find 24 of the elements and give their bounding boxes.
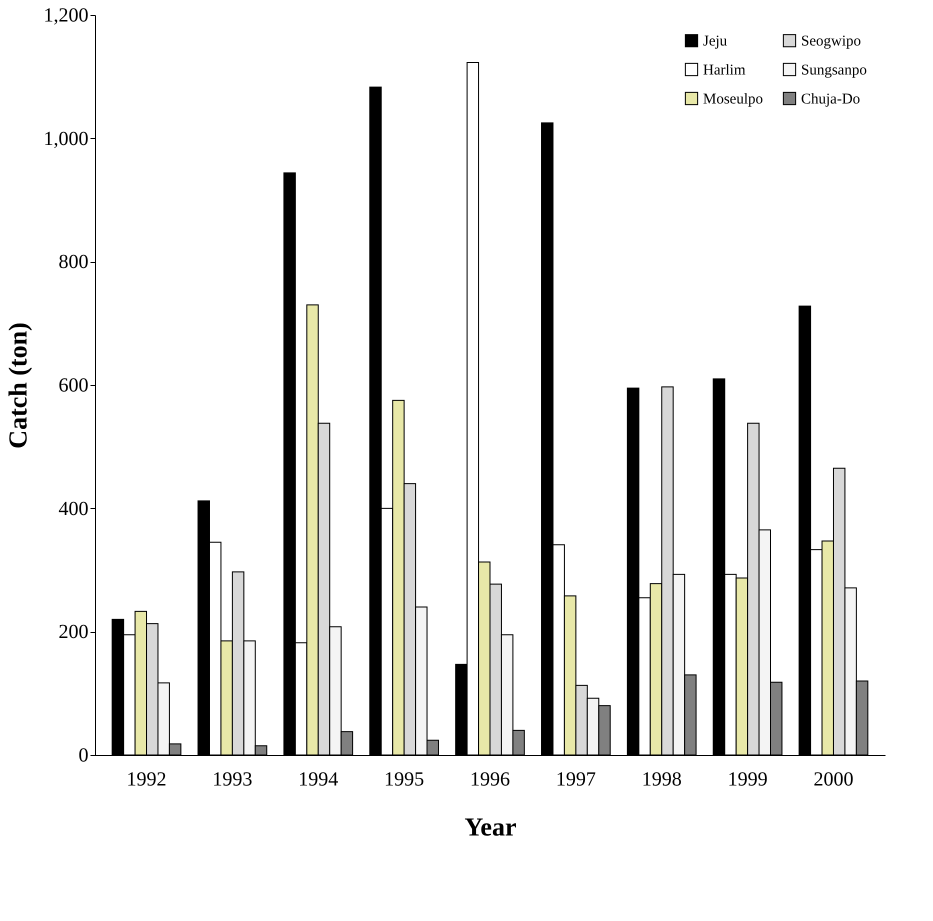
y-tick-label: 1,200	[44, 4, 88, 26]
y-tick-label: 800	[58, 251, 88, 274]
x-tick-label: 2000	[813, 768, 854, 790]
y-tick-label: 400	[58, 498, 88, 520]
legend-label: Harlim	[703, 62, 746, 78]
legend-label: Sungsanpo	[801, 62, 867, 78]
x-tick-label: 1995	[384, 768, 424, 790]
legend-label: Seogwipo	[801, 34, 861, 50]
y-tick-label: 1,000	[44, 128, 88, 150]
x-tick-label: 1994	[298, 768, 338, 790]
x-tick-label: 1993	[212, 768, 252, 790]
x-tick-label: 1998	[642, 768, 682, 790]
x-axis-title: Year	[464, 812, 516, 842]
legend-label: Chuja-Do	[801, 92, 860, 108]
x-tick-label: 1992	[126, 768, 167, 790]
x-tick-label: 1996	[470, 768, 510, 790]
y-tick-label: 0	[78, 744, 88, 766]
legend-label: Moseulpo	[703, 92, 763, 108]
y-tick-label: 200	[58, 621, 88, 644]
x-tick-label: 1999	[728, 768, 768, 790]
x-tick-label: 1997	[556, 768, 596, 790]
y-axis-title: Catch (ton)	[4, 322, 32, 449]
legend-label: Jeju	[703, 34, 728, 50]
y-tick-label: 600	[58, 374, 88, 396]
